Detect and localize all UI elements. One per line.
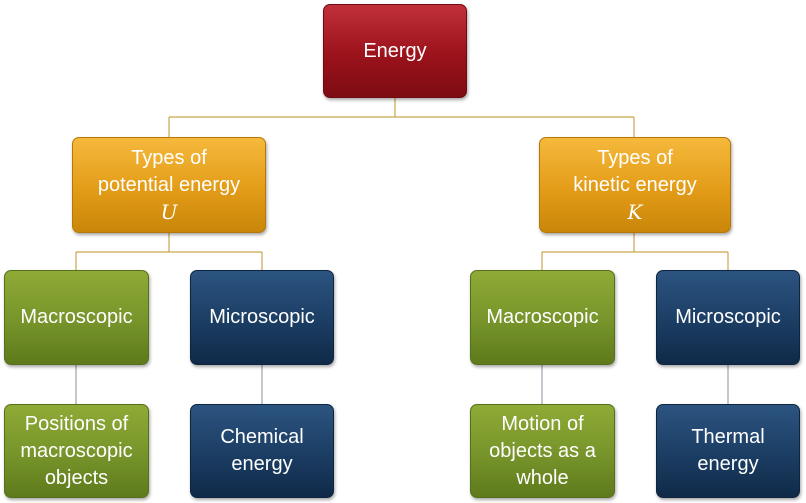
left-branch-connector [75,233,263,270]
example-line: Thermal [691,426,765,448]
potential-macroscopic-node: Macroscopic [4,270,149,365]
macroscopic-kinetic-example-node: Motion of objects as a whole [470,404,615,498]
kinetic-energy-node: Types of kinetic energy K [539,137,731,233]
kinetic-microscopic-label: Microscopic [675,306,781,328]
kinetic-symbol: K [627,199,643,224]
example-line: energy [697,453,759,475]
potential-energy-node: Types of potential energy U [72,137,266,233]
kinetic-macroscopic-label: Macroscopic [486,306,599,328]
energy-root-label: Energy [363,39,427,62]
energy-root-node: Energy [323,4,467,98]
chemical-energy-node: Chemical energy [190,404,334,498]
kinetic-title-line-1: Types of [597,146,673,169]
example-line: macroscopic [20,439,133,462]
kinetic-microscopic-node: Microscopic [656,270,800,365]
example-line: whole [516,466,569,489]
thermal-energy-node: Thermal energy [656,404,800,498]
example-line: Motion of [501,412,584,435]
kinetic-title-line-2: kinetic energy [573,173,697,196]
example-line: objects [44,466,109,489]
example-line: objects as a [489,439,596,462]
potential-microscopic-label: Microscopic [209,306,315,328]
potential-macroscopic-label: Macroscopic [20,306,133,328]
potential-microscopic-node: Microscopic [190,270,334,365]
example-line: energy [231,453,293,475]
root-connector [168,98,635,137]
example-line: Positions of [24,412,129,435]
right-branch-connector [541,233,729,270]
potential-symbol: U [160,199,178,224]
potential-title-line-2: potential energy [97,173,241,196]
kinetic-macroscopic-node: Macroscopic [470,270,615,365]
macroscopic-potential-example-node: Positions of macroscopic objects [4,404,149,498]
potential-title-line-1: Types of [131,146,207,169]
example-line: Chemical [220,426,304,448]
